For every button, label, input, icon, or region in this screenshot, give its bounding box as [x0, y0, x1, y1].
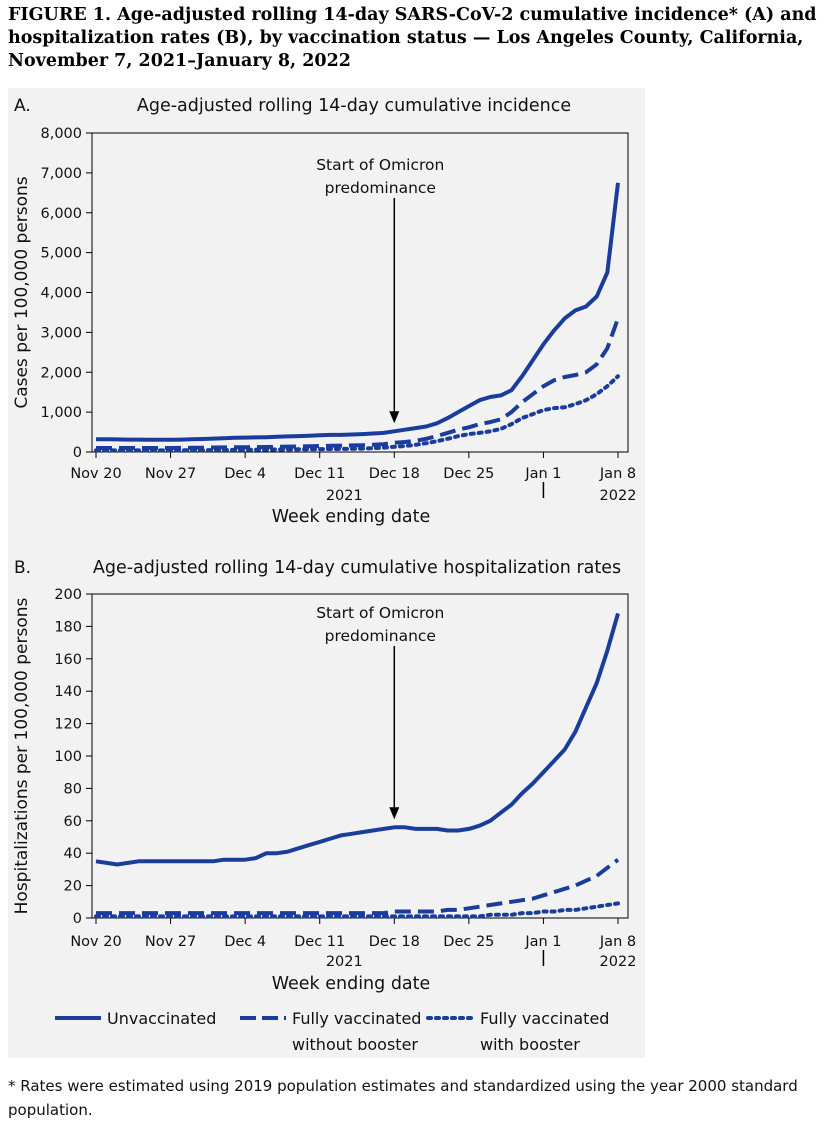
- x-tick-label: Dec 11: [294, 466, 345, 482]
- x-tick-label: Jan 1: [524, 934, 561, 950]
- y-tick-label: 5,000: [40, 246, 82, 262]
- y-tick-label: 80: [64, 781, 82, 797]
- series-line-dashed: [96, 317, 620, 450]
- y-tick-label: 40: [64, 846, 82, 862]
- x-tick-label: Dec 18: [369, 466, 420, 482]
- x-tick-label: Dec 4: [224, 934, 266, 950]
- panel-label: B.: [14, 558, 31, 578]
- y-tick-label: 160: [54, 652, 82, 668]
- y-tick-label: 20: [64, 879, 82, 895]
- panel-label: A.: [14, 96, 31, 116]
- x-tick-label: Dec 11: [294, 934, 345, 950]
- x-tick-label: Jan 8: [599, 934, 636, 950]
- annotation-line2: predominance: [325, 179, 436, 197]
- y-tick-label: 0: [73, 445, 82, 461]
- legend-label: Unvaccinated: [107, 1009, 216, 1028]
- y-tick-label: 1,000: [40, 405, 82, 421]
- series-line-dotted: [94, 901, 620, 919]
- x-tick-label: Nov 27: [145, 466, 196, 482]
- y-tick-label: 7,000: [40, 166, 82, 182]
- chart-title: Age-adjusted rolling 14-day cumulative h…: [93, 558, 621, 578]
- x-tick-label: Jan 1: [524, 466, 561, 482]
- y-tick-label: 2,000: [40, 365, 82, 381]
- series-line-solid: [95, 612, 620, 867]
- y-tick-label: 4,000: [40, 286, 82, 302]
- figure-title: FIGURE 1. Age-adjusted rolling 14-day SA…: [8, 5, 817, 71]
- y-tick-label: 8,000: [40, 126, 82, 142]
- y-tick-label: 200: [54, 587, 82, 603]
- footnote: * Rates were estimated using 2019 popula…: [8, 1077, 798, 1119]
- x-axis-label: Week ending date: [272, 507, 431, 527]
- legend-label: Fully vaccinated: [480, 1009, 609, 1028]
- y-axis-label: Hospitalizations per 100,000 persons: [12, 597, 32, 914]
- annotation-arrowhead: [389, 411, 400, 424]
- x-tick-label: Jan 8: [599, 466, 636, 482]
- year-label-2022: 2022: [600, 954, 637, 970]
- y-tick-label: 3,000: [40, 325, 82, 341]
- y-tick-label: 0: [73, 911, 82, 927]
- annotation-line1: Start of Omicron: [316, 604, 444, 622]
- annotation-line2: predominance: [325, 627, 436, 645]
- chart-title: Age-adjusted rolling 14-day cumulative i…: [137, 96, 571, 116]
- x-tick-label: Dec 18: [369, 934, 420, 950]
- y-tick-label: 180: [54, 619, 82, 635]
- annotation-arrowhead: [389, 807, 400, 820]
- x-axis-label: Week ending date: [272, 974, 431, 994]
- x-tick-label: Dec 4: [224, 466, 266, 482]
- legend-label: Fully vaccinated: [292, 1009, 421, 1028]
- y-tick-label: 120: [54, 717, 82, 733]
- y-tick-label: 60: [64, 814, 82, 830]
- x-tick-label: Nov 20: [70, 934, 121, 950]
- series-line-dashed: [96, 858, 620, 916]
- legend-label-line2: without booster: [292, 1035, 418, 1054]
- series-line-dotted: [94, 374, 620, 453]
- x-tick-label: Nov 20: [70, 466, 121, 482]
- year-label-2021: 2021: [326, 488, 363, 504]
- series-line-solid: [95, 182, 620, 442]
- x-tick-label: Nov 27: [145, 934, 196, 950]
- y-tick-label: 100: [54, 749, 82, 765]
- y-tick-label: 140: [54, 684, 82, 700]
- x-tick-label: Dec 25: [443, 466, 494, 482]
- x-tick-label: Dec 25: [443, 934, 494, 950]
- y-axis-label: Cases per 100,000 persons: [12, 176, 32, 408]
- annotation-line1: Start of Omicron: [316, 156, 444, 174]
- year-label-2022: 2022: [600, 488, 637, 504]
- legend-label-line2: with booster: [480, 1035, 580, 1054]
- y-tick-label: 6,000: [40, 206, 82, 222]
- year-label-2021: 2021: [326, 954, 363, 970]
